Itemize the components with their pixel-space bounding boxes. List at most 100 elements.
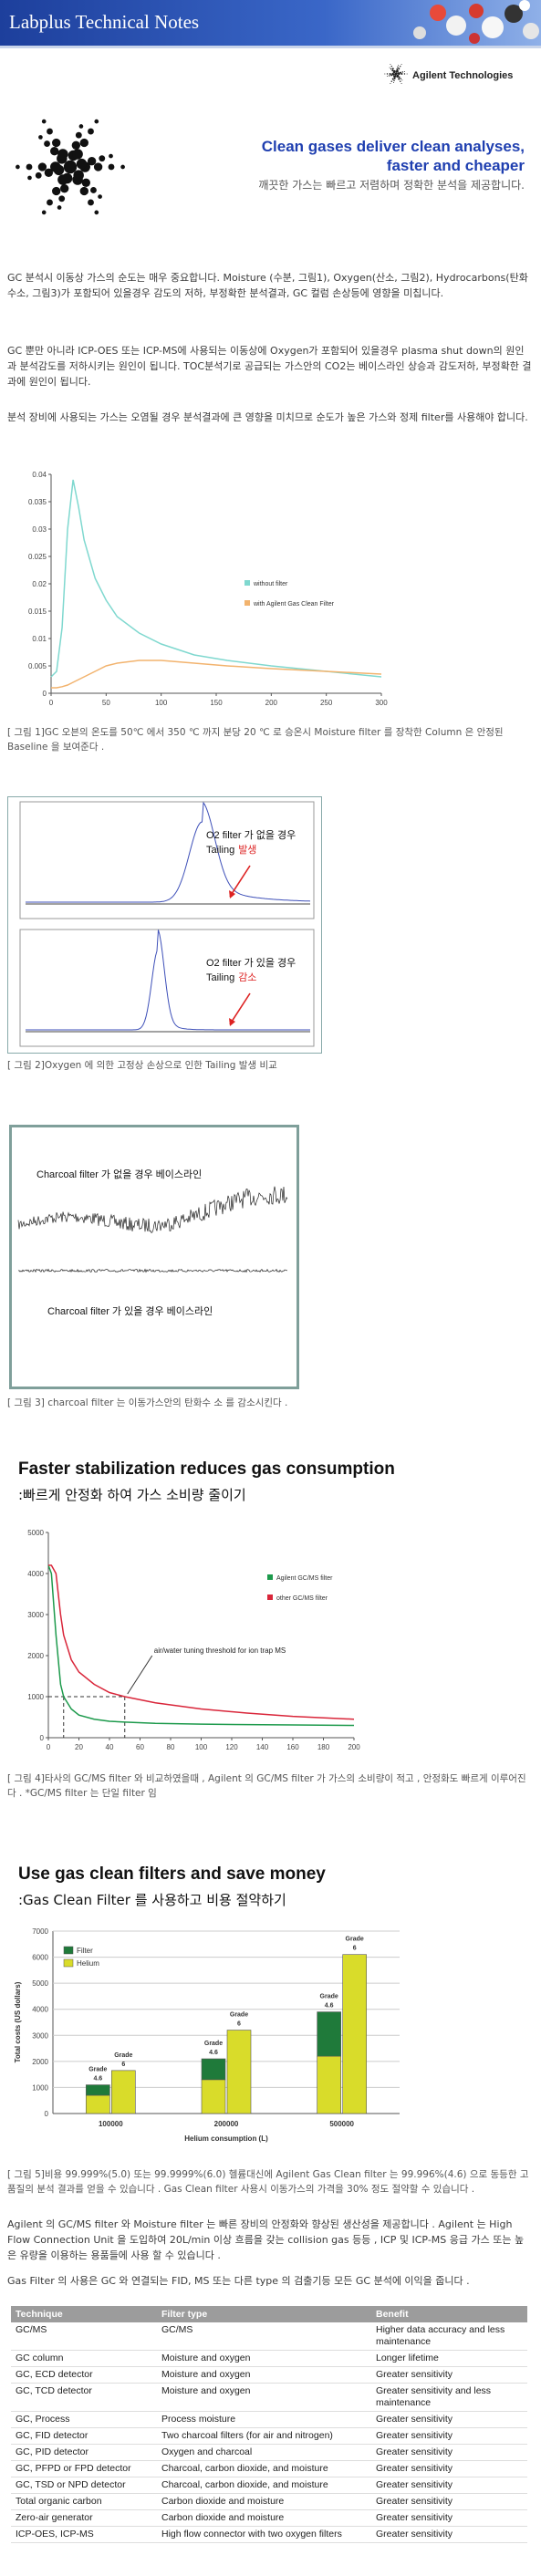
table-cell: ICP-OES, ICP-MS [11,2526,157,2543]
table-cell: Greater sensitivity [371,2411,527,2428]
y-tick-label: 0.015 [28,608,47,616]
y-tick-label: 0.04 [32,471,47,479]
y-tick-label: 0.025 [28,553,47,561]
burst-dot [37,162,47,171]
burst-dot [72,174,83,185]
series-line [47,1564,355,1727]
trace-arrow [229,992,251,1025]
intro-title-line: Clean gases deliver clean analyses, [261,138,525,155]
burst-dot [392,81,394,83]
table-cell: Charcoal, carbon dioxide, and moisture [157,2460,371,2477]
table-cell: Oxygen and charcoal [157,2444,371,2461]
molecule-decoration [413,0,539,44]
table-row: GC, Process Process moisture Greater sensi… [11,2411,527,2428]
y-tick-label: 0 [43,690,47,698]
burst-dot [397,66,399,68]
burst-dot [391,78,394,80]
burst-dot [401,83,402,85]
header-banner: Labplus Technical Notes [0,0,541,48]
burst-dot [394,72,398,76]
series-line [50,479,382,678]
burst-dot [398,65,400,67]
y-axis-label: Total costs (US dollars) [14,1981,22,2062]
table-row: ICP-OES, ICP-MS High flow connector with … [11,2526,527,2543]
group-label: 4.6 [93,2076,102,2083]
burst-dot [398,76,401,78]
burst-dot [390,74,392,77]
burst-dot [396,69,399,73]
table-cell: Moisture and oxygen [157,2366,371,2384]
section-heading: Use gas clean filters and save money [18,1864,326,1884]
x-tick-label: 300 [375,699,388,707]
y-tick-label: 0.035 [28,498,47,506]
annotation: air/water tuning threshold for ion trap … [154,1646,286,1655]
bar-segment [342,1954,367,2114]
starburst [16,119,125,215]
x-tick-label: 200 [265,699,278,707]
paragraph: GC 분석시 이동상 가스의 순도는 매우 중요합니다. Moisture (수… [7,272,528,299]
burst-dot [35,171,42,179]
x-tick-label: 200 [348,1743,360,1751]
table-cell: Greater sensitivity [371,2366,527,2384]
burst-dot [403,73,406,75]
bar-segment [111,2070,136,2114]
cost-chart: 0 1000 2000 3000 4000 5000 6000 7000 Helium cons… [14,1927,400,2143]
table-cell: Total organic carbon [11,2493,157,2510]
legend-label: without filter [253,581,288,587]
x-tick-label: 100000 [99,2120,123,2128]
table-cell: Longer lifetime [371,2350,527,2367]
burst-dot [47,199,53,206]
burst-dot [72,149,83,160]
burst-dot [94,119,99,124]
x-tick-label: 80 [167,1743,175,1751]
bar-segment [317,2011,341,2057]
table-cell: Greater sensitivity [371,2526,527,2543]
burst-dot [108,163,115,171]
burst-dot [393,79,395,82]
burst-dot [391,68,394,70]
burst-dot [98,194,102,199]
oxygen-figure: O2 filter 가 없을 경우 Tailing 발생 O2 filter 가 있을… [7,796,322,1054]
table-row: Zero-air generator Carbon dioxide and moi… [11,2509,527,2527]
legend-label: Helium [77,1959,99,1968]
brand-logo: Agilent Technologies [384,63,513,85]
burst-dot [384,73,386,75]
table-row: GC/MS GC/MS Higher data accuracy and less … [11,2322,527,2351]
burst-dot [26,163,33,171]
y-tick-label: 3000 [27,1611,44,1619]
burst-dot [390,66,392,68]
brand-name: Agilent Technologies [412,70,513,81]
table-cell: GC, PID detector [11,2444,157,2461]
legend-label: Filter [77,1947,93,1955]
table-body: GC/MS GC/MS Higher data accuracy and less … [11,2322,527,2543]
burst-dot [391,72,394,76]
legend-label: Agilent GC/MS filter [276,1575,333,1582]
group-label: 4.6 [209,2050,218,2056]
table-header-cell: Filter type [157,2306,371,2322]
group-label: 6 [353,1946,357,1952]
burst-dot [27,175,32,181]
section-subheading: :Gas Clean Filter 를 사용하고 비용 절약하기 [18,1892,286,1908]
legend-label: with Agilent Gas Clean Filter [253,601,335,608]
table-cell: Carbon dioxide and moisture [157,2509,371,2527]
trace-arrowhead [229,890,235,898]
legend-swatch [267,1574,273,1580]
burst-dot [398,68,401,70]
table-row: GC, TSD or NPD detector Charcoal, carbon … [11,2477,527,2494]
x-axis-label: Helium consumption (L) [184,2135,268,2143]
table-cell: Greater sensitivity [371,2444,527,2461]
burst-dot [59,183,69,193]
burst-dot [387,76,389,78]
burst-dot [78,124,84,129]
table-row: GC, FID detector Two charcoal filters (fo… [11,2427,527,2445]
x-tick-label: 160 [286,1743,299,1751]
banner-title: Labplus Technical Notes [9,11,199,33]
burst-dot [400,71,401,74]
table-header-row: Technique Filter type Benefit [11,2306,527,2322]
series-line [48,1564,355,1720]
x-tick-label: 100 [195,1743,208,1751]
section-heading: Faster stabilization reduces gas consump… [18,1459,395,1479]
group-title: Grade [88,2067,107,2073]
x-tick-label: 50 [102,699,110,707]
burst-dot [396,75,399,78]
